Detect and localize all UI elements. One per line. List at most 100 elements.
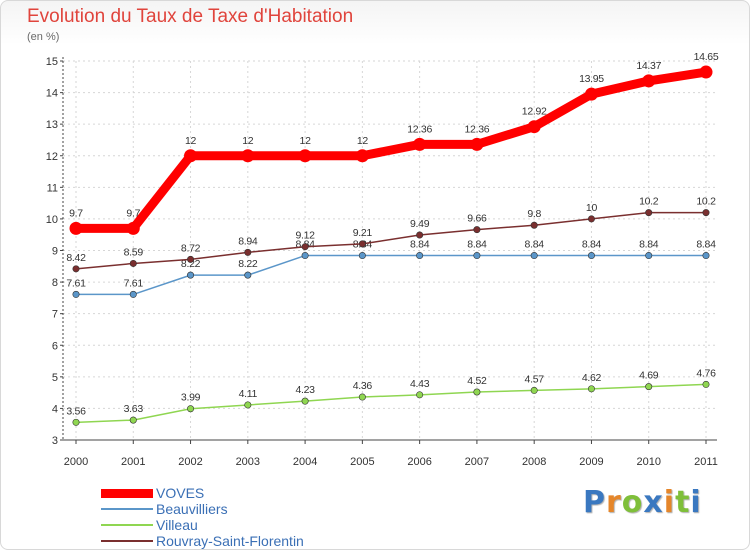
data-label: 8.84 xyxy=(582,239,602,251)
series-line-voves xyxy=(71,67,711,233)
x-tick-label: 2006 xyxy=(407,456,431,468)
data-point xyxy=(187,405,195,413)
x-tick-label: 2001 xyxy=(121,456,145,468)
data-label: 10.2 xyxy=(696,196,716,208)
data-label: 9.8 xyxy=(527,208,541,220)
y-tick-label: 5 xyxy=(52,372,58,384)
data-point xyxy=(358,240,366,248)
y-tick-label: 14 xyxy=(46,88,58,100)
data-point xyxy=(72,265,80,273)
data-point xyxy=(473,226,481,234)
logo-letter: o xyxy=(621,485,644,520)
data-label: 12.36 xyxy=(465,123,490,135)
series-line-rouvray-saint-florentin xyxy=(75,211,707,270)
y-tick-label: 3 xyxy=(52,435,58,447)
data-point xyxy=(129,290,137,298)
data-label: 12.92 xyxy=(522,106,547,118)
legend-label: Villeau xyxy=(156,517,198,533)
y-tick-label: 6 xyxy=(52,340,58,352)
y-tick-label: 9 xyxy=(52,246,58,258)
data-label: 4.52 xyxy=(467,375,487,387)
data-label: 10 xyxy=(586,202,598,214)
data-label: 8.22 xyxy=(238,258,258,270)
data-point xyxy=(72,290,80,298)
y-tick-label: 7 xyxy=(52,309,58,321)
data-point xyxy=(358,252,366,260)
legend-label: Beauvilliers xyxy=(156,501,228,517)
legend-label: Rouvray-Saint-Florentin xyxy=(156,533,304,549)
data-label: 7.61 xyxy=(66,277,86,289)
data-label: 12 xyxy=(242,135,254,147)
logo-letter: r xyxy=(606,485,622,520)
data-label: 4.43 xyxy=(410,378,430,390)
data-label: 8.84 xyxy=(696,239,716,251)
series-line-beauvilliers xyxy=(75,254,707,296)
x-tick-label: 2010 xyxy=(636,456,660,468)
data-point xyxy=(699,65,713,79)
data-label: 9.12 xyxy=(295,230,315,242)
data-point xyxy=(587,385,595,393)
legend-swatch xyxy=(101,488,153,498)
chart-title: Evolution du Taux de Taxe d'Habitation xyxy=(27,6,354,27)
data-point xyxy=(642,74,656,88)
x-tick-label: 2003 xyxy=(236,456,260,468)
data-point xyxy=(645,209,653,217)
data-point xyxy=(301,397,309,405)
data-point xyxy=(244,248,252,256)
data-point xyxy=(355,149,369,163)
data-point xyxy=(530,386,538,394)
data-point xyxy=(416,252,424,260)
data-point xyxy=(584,87,598,101)
data-label: 9.7 xyxy=(126,207,140,219)
data-label: 4.23 xyxy=(295,384,315,396)
data-point xyxy=(413,137,427,151)
data-label: 4.76 xyxy=(696,367,716,379)
data-point xyxy=(69,221,83,235)
proxiti-logo: Proxiti xyxy=(583,485,702,520)
data-point xyxy=(298,149,312,163)
data-point xyxy=(702,380,710,388)
x-tick-label: 2008 xyxy=(522,456,546,468)
data-point xyxy=(72,418,80,426)
data-point xyxy=(416,231,424,239)
data-point xyxy=(702,209,710,217)
data-label: 12.36 xyxy=(407,123,432,135)
y-tick-label: 15 xyxy=(46,56,58,68)
data-point xyxy=(470,137,484,151)
data-point xyxy=(244,401,252,409)
chart-subtitle: (en %) xyxy=(27,31,60,43)
x-tick-label: 2005 xyxy=(350,456,374,468)
data-label: 4.36 xyxy=(353,380,373,392)
data-label: 8.22 xyxy=(181,258,201,270)
data-point xyxy=(129,259,137,267)
data-label: 4.62 xyxy=(582,372,602,384)
data-label: 8.72 xyxy=(181,242,201,254)
data-label: 8.84 xyxy=(639,239,659,251)
data-label: 9.7 xyxy=(69,207,83,219)
data-point xyxy=(184,149,198,163)
data-point xyxy=(187,271,195,279)
data-label: 4.69 xyxy=(639,370,659,382)
data-point xyxy=(241,149,255,163)
data-point xyxy=(530,221,538,229)
x-tick-label: 2007 xyxy=(465,456,489,468)
data-label: 8.94 xyxy=(238,235,258,247)
data-label: 8.84 xyxy=(410,239,430,251)
y-tick-label: 11 xyxy=(47,182,58,194)
logo-letter: t xyxy=(675,485,691,520)
logo-letter: i xyxy=(690,485,702,520)
data-point xyxy=(527,120,541,134)
data-point xyxy=(244,271,252,279)
legend-swatch xyxy=(101,508,153,510)
data-point xyxy=(530,252,538,260)
data-label: 9.49 xyxy=(410,218,430,230)
data-point xyxy=(301,243,309,251)
data-point xyxy=(645,383,653,391)
data-point xyxy=(702,252,710,260)
legend-swatch xyxy=(101,524,153,526)
data-point xyxy=(645,252,653,260)
data-point xyxy=(416,391,424,399)
x-tick-label: 2002 xyxy=(178,456,202,468)
data-label: 8.42 xyxy=(66,252,86,264)
